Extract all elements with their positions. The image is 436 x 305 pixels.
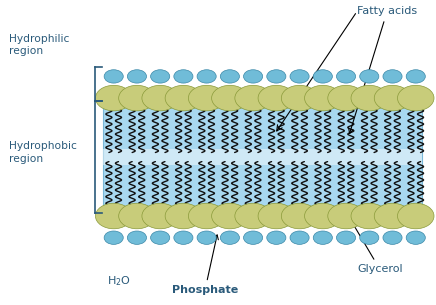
Circle shape xyxy=(383,70,402,83)
Text: Hydrophilic
region: Hydrophilic region xyxy=(10,34,70,56)
Text: Phosphate: Phosphate xyxy=(172,235,238,295)
Circle shape xyxy=(244,70,262,83)
Circle shape xyxy=(104,231,123,244)
Circle shape xyxy=(127,70,146,83)
Circle shape xyxy=(383,231,402,244)
Circle shape xyxy=(165,203,202,229)
Circle shape xyxy=(165,85,202,111)
Circle shape xyxy=(290,231,309,244)
Circle shape xyxy=(305,203,341,229)
Bar xyxy=(103,149,422,165)
Circle shape xyxy=(150,70,170,83)
Circle shape xyxy=(142,85,178,111)
Circle shape xyxy=(142,203,178,229)
Circle shape xyxy=(188,203,225,229)
Text: Glycerol: Glycerol xyxy=(351,220,403,274)
Text: Fatty acids: Fatty acids xyxy=(349,6,417,134)
Circle shape xyxy=(398,85,434,111)
Circle shape xyxy=(337,70,356,83)
Circle shape xyxy=(197,231,216,244)
Circle shape xyxy=(360,231,379,244)
Circle shape xyxy=(313,231,332,244)
Circle shape xyxy=(95,203,132,229)
Circle shape xyxy=(235,203,271,229)
Circle shape xyxy=(305,85,341,111)
Circle shape xyxy=(328,85,364,111)
Circle shape xyxy=(220,231,239,244)
Circle shape xyxy=(119,85,155,111)
Circle shape xyxy=(313,70,332,83)
Circle shape xyxy=(406,231,425,244)
Circle shape xyxy=(328,203,364,229)
Circle shape xyxy=(235,85,271,111)
Circle shape xyxy=(398,203,434,229)
Text: H$_2$O: H$_2$O xyxy=(107,274,131,289)
Circle shape xyxy=(119,203,155,229)
Circle shape xyxy=(267,231,286,244)
Text: Hydrophobic
region: Hydrophobic region xyxy=(10,141,77,164)
Circle shape xyxy=(351,203,388,229)
Circle shape xyxy=(258,203,295,229)
Circle shape xyxy=(337,231,356,244)
Circle shape xyxy=(211,203,248,229)
Circle shape xyxy=(220,70,239,83)
Circle shape xyxy=(406,70,425,83)
Circle shape xyxy=(104,70,123,83)
Circle shape xyxy=(374,203,411,229)
Circle shape xyxy=(244,231,262,244)
Circle shape xyxy=(127,231,146,244)
Bar xyxy=(103,99,422,215)
Circle shape xyxy=(360,70,379,83)
Circle shape xyxy=(258,85,295,111)
Circle shape xyxy=(95,85,132,111)
Circle shape xyxy=(211,85,248,111)
Circle shape xyxy=(351,85,388,111)
Circle shape xyxy=(281,85,318,111)
Circle shape xyxy=(188,85,225,111)
Circle shape xyxy=(150,231,170,244)
Circle shape xyxy=(174,70,193,83)
Circle shape xyxy=(374,85,411,111)
Circle shape xyxy=(281,203,318,229)
Circle shape xyxy=(197,70,216,83)
Circle shape xyxy=(267,70,286,83)
Circle shape xyxy=(290,70,309,83)
Circle shape xyxy=(174,231,193,244)
